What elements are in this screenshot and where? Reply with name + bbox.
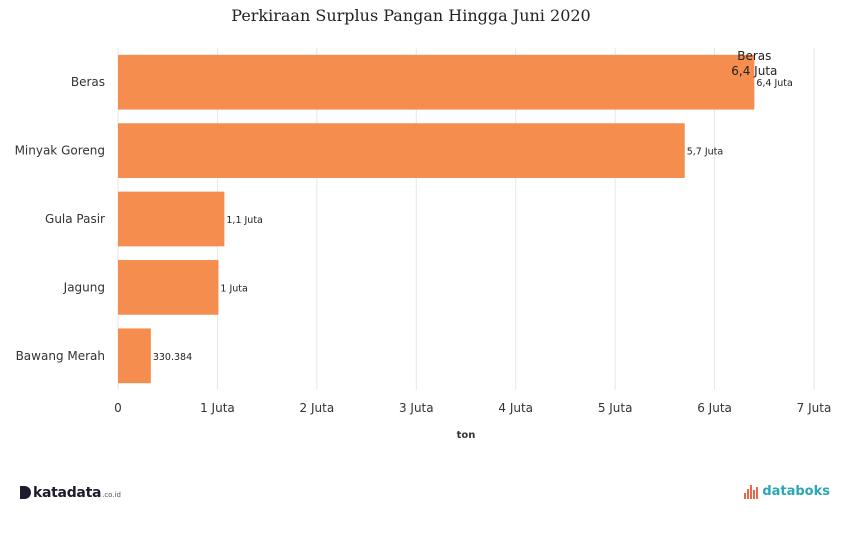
value-label: 6,4 Juta: [756, 78, 793, 89]
x-tick-labels: 0 1 Juta 2 Juta 3 Juta 4 Juta 5 Juta 6 Juta 7 J…: [114, 401, 831, 415]
x-tick-label: 0: [114, 401, 122, 415]
category-labels: Beras Minyak Goreng Gula Pasir Jagung Bawang…: [15, 75, 105, 363]
bar-chart: Perkiraan Surplus Pangan Hingga Juni 202…: [15, 6, 832, 441]
katadata-logo-suffix: .co.id: [102, 491, 121, 499]
databoks-bars-icon: [744, 484, 759, 499]
x-tick-label: 4 Juta: [498, 401, 533, 415]
category-label: Minyak Goreng: [15, 144, 105, 158]
katadata-logo-name: katadata: [33, 485, 102, 501]
tooltip-category: Beras: [737, 49, 771, 63]
bar[interactable]: [118, 191, 225, 247]
category-label: Jagung: [63, 280, 105, 294]
databoks-logo[interactable]: databoks: [744, 484, 830, 499]
x-tick-label: 1 Juta: [200, 401, 235, 415]
tooltip-value: 6,4 Juta: [731, 64, 777, 78]
value-labels: 6,4 Juta 5,7 Juta 1,1 Juta 1 Juta 330.384: [153, 78, 793, 363]
value-label: 1 Juta: [220, 283, 247, 294]
value-label: 5,7 Juta: [687, 147, 724, 158]
bar[interactable]: [118, 328, 151, 384]
category-label: Gula Pasir: [45, 212, 105, 226]
value-label: 330.384: [153, 352, 192, 363]
hover-tooltip: Beras 6,4 Juta: [731, 49, 777, 78]
x-tick-label: 7 Juta: [797, 401, 832, 415]
bar[interactable]: [118, 54, 755, 110]
value-label: 1,1 Juta: [226, 215, 262, 226]
category-label: Beras: [71, 75, 105, 89]
x-tick-label: 5 Juta: [598, 401, 633, 415]
x-tick-label: 6 Juta: [697, 401, 732, 415]
databoks-logo-name: databoks: [762, 484, 830, 499]
bar[interactable]: [118, 260, 219, 315]
category-label: Bawang Merah: [16, 349, 105, 363]
bars: [118, 54, 755, 384]
x-axis-label: ton: [457, 430, 476, 441]
bar[interactable]: [118, 123, 685, 178]
katadata-logo[interactable]: katadata .co.id: [20, 484, 121, 501]
chart-title: Perkiraan Surplus Pangan Hingga Juni 202…: [231, 6, 590, 25]
x-tick-label: 3 Juta: [399, 401, 434, 415]
x-tick-label: 2 Juta: [300, 401, 335, 415]
katadata-d-icon: [20, 486, 31, 499]
